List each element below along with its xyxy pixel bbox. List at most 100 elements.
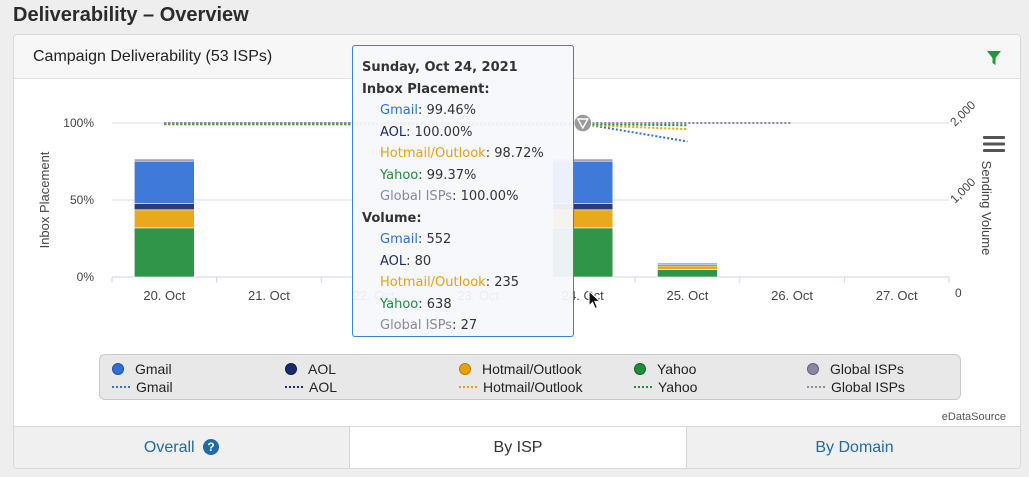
tab-label: Overall	[143, 439, 195, 456]
tab-by-domain[interactable]: By Domain	[686, 427, 1020, 468]
y2-axis-tick-label: 1,000	[947, 175, 978, 206]
bar-segment-yahoo	[657, 269, 718, 278]
y2-axis-title: Sending Volume	[979, 161, 994, 256]
y-axis-tick-label: 100%	[63, 116, 94, 130]
legend-label: AOL	[309, 379, 338, 395]
legend-label: Yahoo	[657, 361, 697, 377]
tooltip-placement-row: Global ISPs: 100.00%	[362, 186, 573, 208]
chart-legend: Gmail Gmail AOL AOL Hotmail/Outlook Hotm…	[99, 354, 961, 400]
chart-tooltip: Sunday, Oct 24, 2021 Inbox Placement: Gm…	[352, 45, 574, 337]
bar-segment-global-isps	[134, 158, 195, 162]
bar-segment-yahoo	[134, 227, 195, 278]
legend-label: Global ISPs	[831, 379, 905, 395]
tooltip-series-name: Gmail	[380, 232, 418, 247]
tooltip-volume-row: Global ISPs: 27	[362, 315, 573, 337]
tooltip-series-name: Global ISPs	[380, 318, 453, 333]
tooltip-series-value: : 552	[417, 232, 452, 247]
tooltip-date: Sunday, Oct 24, 2021	[362, 60, 518, 75]
tooltip-placement-row: Gmail: 99.46%	[362, 100, 573, 122]
tooltip-series-value: : 98.72%	[485, 146, 544, 161]
bar-segment-hotmail-outlook	[134, 209, 195, 229]
legend-dash	[634, 386, 652, 388]
legend-label: Hotmail/Outlook	[482, 361, 582, 377]
tooltip-series-value: : 80	[406, 253, 432, 269]
legend-line-aol[interactable]: AOL	[285, 379, 337, 395]
tooltip-series-name: Gmail	[380, 103, 418, 118]
deliverability-panel: Campaign Deliverability (53 ISPs) 0% 50% 1…	[13, 34, 1021, 469]
tooltip-placement-header: Inbox Placement:	[362, 81, 490, 97]
tooltip-placement-row: AOL: 100.00%	[362, 122, 573, 144]
tooltip-series-name: Hotmail/Outlook	[380, 275, 486, 290]
tooltip-volume-row: Hotmail/Outlook: 235	[362, 272, 573, 294]
tooltip-series-value: : 100.00%	[452, 189, 519, 204]
tooltip-volume-row: AOL: 80	[362, 251, 573, 273]
legend-label: Hotmail/Outlook	[483, 379, 583, 395]
legend-dash	[112, 386, 130, 388]
legend-dash	[459, 386, 477, 388]
tooltip-series-name: Global ISPs	[380, 189, 453, 204]
y-axis-tick-label: 0%	[77, 270, 95, 284]
tooltip-volume-row: Gmail: 552	[362, 229, 573, 251]
legend-line-hotmail[interactable]: Hotmail/Outlook	[459, 379, 583, 395]
legend-line-yahoo[interactable]: Yahoo	[634, 379, 697, 395]
tooltip-series-value: : 100.00%	[406, 124, 473, 140]
legend-marker-yahoo[interactable]: Yahoo	[634, 361, 696, 377]
x-axis-tick-label: 20. Oct	[143, 288, 185, 303]
legend-dot	[807, 363, 819, 375]
legend-label: Gmail	[136, 379, 173, 395]
tab-label: By ISP	[493, 439, 543, 456]
x-axis-tick-label: 25. Oct	[666, 288, 708, 303]
legend-label: Gmail	[135, 361, 172, 377]
mouse-pointer-icon	[588, 290, 602, 310]
legend-marker-aol[interactable]: AOL	[285, 361, 336, 377]
legend-dot	[112, 363, 124, 375]
bar-segment-gmail	[134, 160, 195, 204]
tooltip-series-value: : 99.46%	[417, 103, 477, 118]
legend-dot	[459, 363, 471, 375]
legend-marker-global-isps[interactable]: Global ISPs	[807, 361, 904, 377]
tooltip-volume-row: Yahoo: 638	[362, 294, 573, 316]
y-axis-title: Inbox Placement	[37, 151, 52, 248]
tab-by-isp[interactable]: By ISP	[350, 427, 686, 468]
bar-segment-hotmail-outlook	[657, 265, 718, 270]
tab-bar: Overall ? By ISP By Domain	[14, 426, 1020, 468]
tooltip-placement-row: Hotmail/Outlook: 98.72%	[362, 143, 573, 165]
tooltip-series-name: Yahoo	[380, 296, 419, 312]
legend-label: AOL	[308, 361, 337, 377]
tooltip-series-value: : 99.37%	[418, 167, 477, 183]
legend-dot	[634, 363, 646, 375]
legend-label: Yahoo	[658, 379, 698, 395]
legend-dash	[285, 386, 303, 388]
question-circle-icon[interactable]: ?	[203, 439, 220, 455]
tab-label: By Domain	[815, 439, 894, 456]
legend-line-global-isps[interactable]: Global ISPs	[807, 379, 905, 395]
tab-overall[interactable]: Overall ?	[14, 427, 350, 468]
legend-label: Global ISPs	[830, 361, 904, 377]
tooltip-series-value: : 638	[418, 296, 452, 312]
filter-icon[interactable]	[986, 50, 1002, 66]
tooltip-placement-row: Yahoo: 99.37%	[362, 165, 573, 187]
x-axis-tick-label: 27. Oct	[876, 288, 918, 303]
x-axis-tick-label: 21. Oct	[248, 288, 290, 303]
legend-marker-hotmail[interactable]: Hotmail/Outlook	[459, 361, 582, 377]
legend-dot	[285, 363, 297, 375]
legend-dash	[807, 386, 825, 388]
panel-title: Campaign Deliverability (53 ISPs)	[33, 48, 273, 65]
x-axis-tick-label: 26. Oct	[771, 288, 813, 303]
tooltip-volume-header: Volume:	[362, 210, 422, 226]
page-title: Deliverability – Overview	[13, 4, 249, 26]
tooltip-series-value: : 27	[452, 318, 478, 333]
hover-marker-glyph	[576, 118, 590, 130]
tooltip-series-name: AOL	[380, 253, 407, 269]
tooltip-series-name: AOL	[380, 124, 407, 140]
tooltip-series-value: : 235	[485, 275, 520, 290]
bar-segment-aol	[134, 203, 195, 211]
y-axis-tick-label: 50%	[70, 193, 94, 207]
hamburger-menu-icon[interactable]	[983, 136, 1005, 152]
legend-line-gmail[interactable]: Gmail	[112, 379, 173, 395]
tooltip-series-name: Yahoo	[380, 167, 419, 183]
legend-marker-gmail[interactable]: Gmail	[112, 361, 172, 377]
chart-credit[interactable]: eDataSource	[941, 411, 1006, 423]
tooltip-series-name: Hotmail/Outlook	[380, 146, 486, 161]
y2-axis-tick-label: 2,000	[947, 98, 978, 129]
